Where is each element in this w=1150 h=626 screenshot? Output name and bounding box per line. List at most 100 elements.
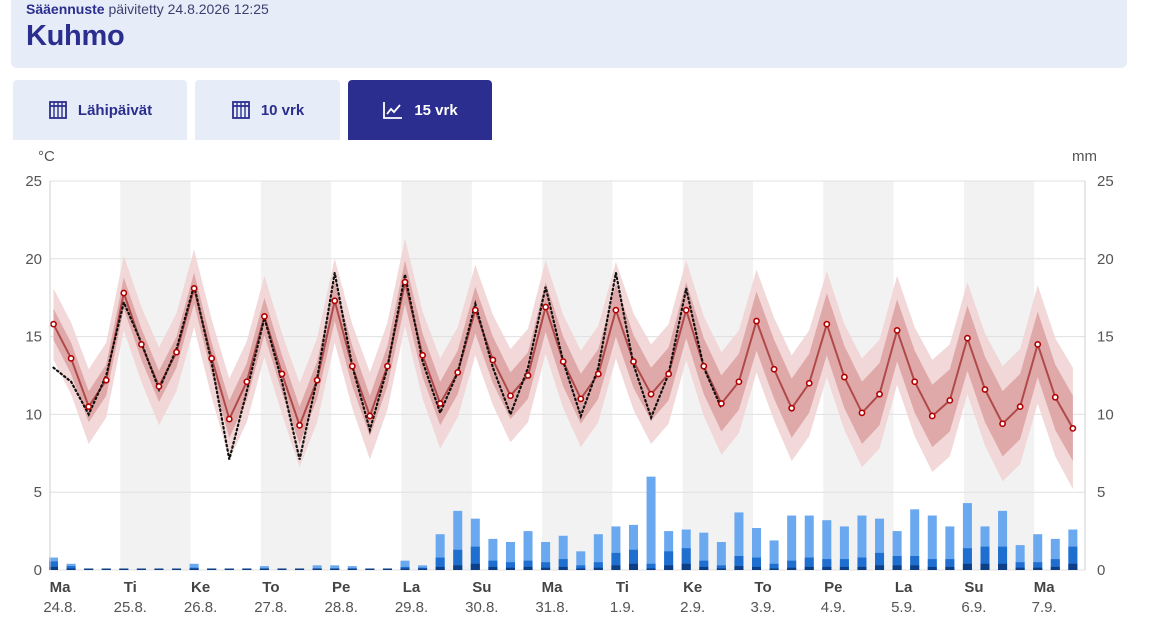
precipitation-bar bbox=[875, 565, 885, 570]
temperature-point bbox=[717, 400, 725, 407]
day-name-label: Su bbox=[964, 579, 983, 596]
precipitation-bar bbox=[1033, 534, 1043, 570]
temperature-point bbox=[331, 297, 339, 305]
precipitation-bar bbox=[470, 563, 480, 570]
precipitation-bar bbox=[998, 563, 1008, 570]
y-tick-label-right: 25 bbox=[1097, 173, 1114, 190]
updated-timestamp: päivitetty 24.8.2026 12:25 bbox=[108, 1, 269, 17]
precipitation-bar bbox=[1015, 562, 1025, 570]
precipitation-bar bbox=[927, 566, 937, 570]
temperature-point bbox=[788, 404, 796, 412]
temperature-point bbox=[753, 317, 760, 325]
right-unit-label: mm bbox=[1072, 148, 1097, 165]
temperature-lines bbox=[50, 272, 1077, 460]
temperature-observed-dotted-line bbox=[52, 272, 723, 460]
precipitation-bar bbox=[84, 568, 94, 570]
precipitation-bar bbox=[734, 566, 744, 570]
temperature-point bbox=[401, 278, 409, 286]
temperature-point bbox=[876, 390, 883, 398]
precipitation-bar bbox=[207, 568, 217, 570]
temperature-point bbox=[102, 376, 110, 384]
precipitation-bar bbox=[1050, 566, 1060, 570]
day-name-label: To bbox=[754, 579, 771, 596]
temperature-point bbox=[770, 365, 778, 373]
precipitation-bar bbox=[822, 566, 832, 570]
precipitation-bar bbox=[576, 551, 586, 570]
day-date-label: 30.8. bbox=[465, 599, 498, 616]
precipitation-bar bbox=[752, 557, 762, 570]
temperature-point bbox=[858, 409, 866, 417]
precipitation-bar bbox=[49, 566, 59, 570]
temperature-point bbox=[384, 362, 391, 370]
temperature-point bbox=[137, 340, 145, 348]
weekend-shading bbox=[120, 181, 1035, 570]
precipitation-bar bbox=[382, 568, 392, 570]
temperature-point bbox=[50, 320, 57, 328]
y-tick-label-left: 0 bbox=[34, 562, 42, 579]
temperature-point bbox=[489, 356, 497, 364]
tab-label: 15 vrk bbox=[414, 101, 458, 119]
y-tick-label-right: 15 bbox=[1097, 329, 1114, 346]
forecast-chart: 0 0 5 5 10 10 15 15 20 20 25 25 °C mm Ma 24.8. Ti 25.8. Ke… bbox=[25, 148, 1113, 616]
precipitation-bar bbox=[593, 562, 603, 570]
precipitation-bar bbox=[593, 534, 603, 570]
temperature-point bbox=[225, 415, 233, 423]
precipitation-bar bbox=[980, 563, 990, 570]
tab-10vrk[interactable]: 10 vrk bbox=[195, 80, 340, 140]
header-subtitle: Sääennuste päivitetty 24.8.2026 12:25 bbox=[26, 1, 269, 17]
precipitation-bar bbox=[224, 568, 234, 570]
precipitation-bar bbox=[330, 565, 340, 570]
precipitation-bar bbox=[523, 566, 533, 570]
temperature-point bbox=[928, 412, 936, 420]
precipitation-bar bbox=[787, 560, 797, 570]
precipitation-bar bbox=[945, 566, 955, 570]
temperature-point bbox=[313, 376, 321, 384]
precipitation-bar bbox=[470, 546, 480, 570]
line-chart-icon bbox=[383, 102, 403, 119]
y-tick-label-right: 10 bbox=[1097, 406, 1114, 423]
precipitation-bar bbox=[980, 546, 990, 570]
tab-lahipaivat[interactable]: Lähipäivät bbox=[13, 80, 187, 140]
temperature-point bbox=[278, 370, 286, 378]
precipitation-bar bbox=[699, 532, 709, 570]
y-tick-label-left: 5 bbox=[34, 484, 42, 501]
day-date-label: 24.8. bbox=[43, 599, 76, 616]
precipitation-bar bbox=[435, 557, 445, 570]
precipitation-bar bbox=[752, 527, 762, 570]
precipitation-bar bbox=[488, 538, 498, 570]
precipitation-bar bbox=[892, 565, 902, 570]
precipitation-bar bbox=[611, 565, 621, 570]
precipitation-bar bbox=[1033, 567, 1043, 570]
precipitation-bar bbox=[295, 568, 305, 570]
temperature-point bbox=[190, 284, 198, 292]
precipitation-bar bbox=[875, 518, 885, 570]
temperature-point bbox=[911, 378, 919, 386]
precipitation-bar bbox=[242, 568, 252, 570]
precipitation-bar bbox=[101, 568, 111, 570]
precipitation-bar bbox=[453, 565, 463, 570]
temperature-point bbox=[436, 400, 444, 407]
precipitation-bar bbox=[857, 557, 867, 570]
y-tick-label-left: 25 bbox=[25, 173, 42, 190]
precipitation-bar bbox=[1033, 562, 1043, 570]
temperature-point bbox=[85, 403, 93, 411]
precipitation-bar bbox=[804, 557, 814, 570]
forecast-header: Sääennuste päivitetty 24.8.2026 12:25 Ku… bbox=[11, 0, 1127, 68]
day-date-label: 28.8. bbox=[325, 599, 358, 616]
temperature-point bbox=[471, 306, 479, 314]
day-name-label: Ma bbox=[542, 579, 563, 596]
y-tick-label-left: 10 bbox=[25, 406, 42, 423]
precipitation-bar bbox=[998, 510, 1008, 570]
precipitation-bar bbox=[1050, 538, 1060, 570]
day-date-label: 31.8. bbox=[535, 599, 568, 616]
tab-15vrk[interactable]: 15 vrk bbox=[348, 80, 492, 140]
precipitation-bar bbox=[646, 563, 656, 570]
precipitation-bar bbox=[945, 526, 955, 570]
tab-label: Lähipäivät bbox=[77, 101, 153, 119]
precipitation-bar bbox=[716, 541, 726, 570]
temperature-point bbox=[173, 348, 180, 356]
precipitation-bar bbox=[259, 566, 269, 570]
temperature-point bbox=[1069, 425, 1077, 432]
temperature-point bbox=[823, 320, 831, 328]
axes: 0 0 5 5 10 10 15 15 20 20 25 25 °C mm Ma 24.8. Ti 25.8. Ke… bbox=[25, 148, 1113, 616]
